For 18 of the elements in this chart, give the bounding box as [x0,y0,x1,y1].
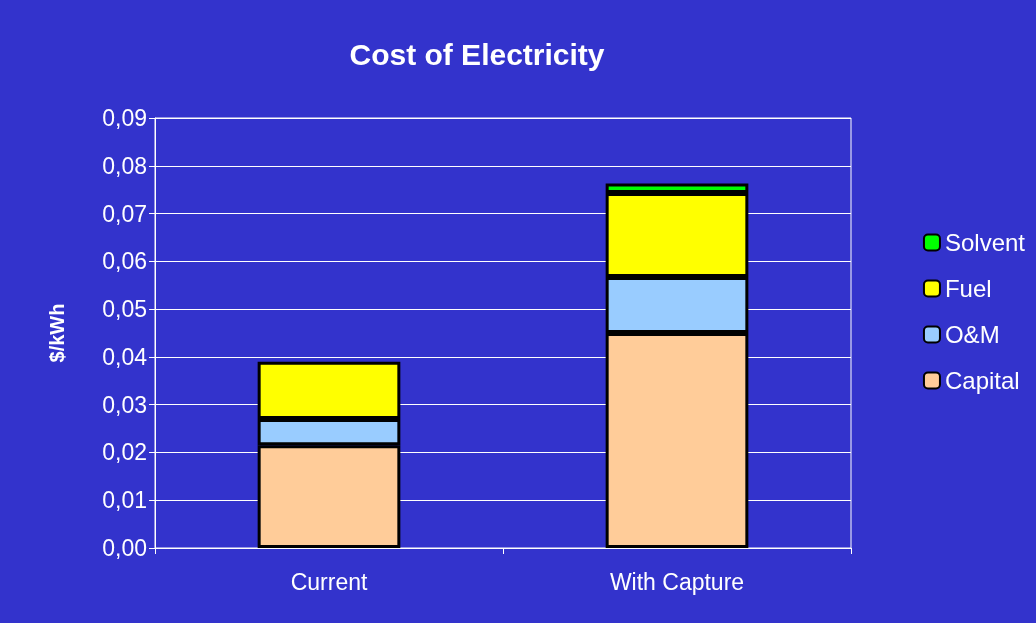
y-tick-label: 0,06 [102,248,147,275]
legend-label: Fuel [944,275,992,302]
y-tick-label: 0,05 [102,296,147,323]
y-tick-label: 0,01 [102,487,147,514]
legend-label: O&M [944,321,1000,348]
y-tick-label: 0,02 [102,439,147,466]
y-tick-label: 0,08 [102,152,147,179]
x-tick-label: Current [290,568,368,595]
y-tick-label: 0,07 [102,200,147,227]
y-tick-label: 0,03 [102,391,147,418]
y-axis-title: $/kWh [46,303,68,363]
x-tick-label: With Capture [609,568,745,595]
y-tick-label: 0,04 [102,343,148,370]
chart-title: Cost of Electricity [349,37,605,71]
y-tick-label: 0,00 [102,535,147,561]
legend-label: Solvent [944,229,1026,256]
y-tick-label: 0,09 [102,105,147,131]
legend-label: Capital [944,367,1020,394]
